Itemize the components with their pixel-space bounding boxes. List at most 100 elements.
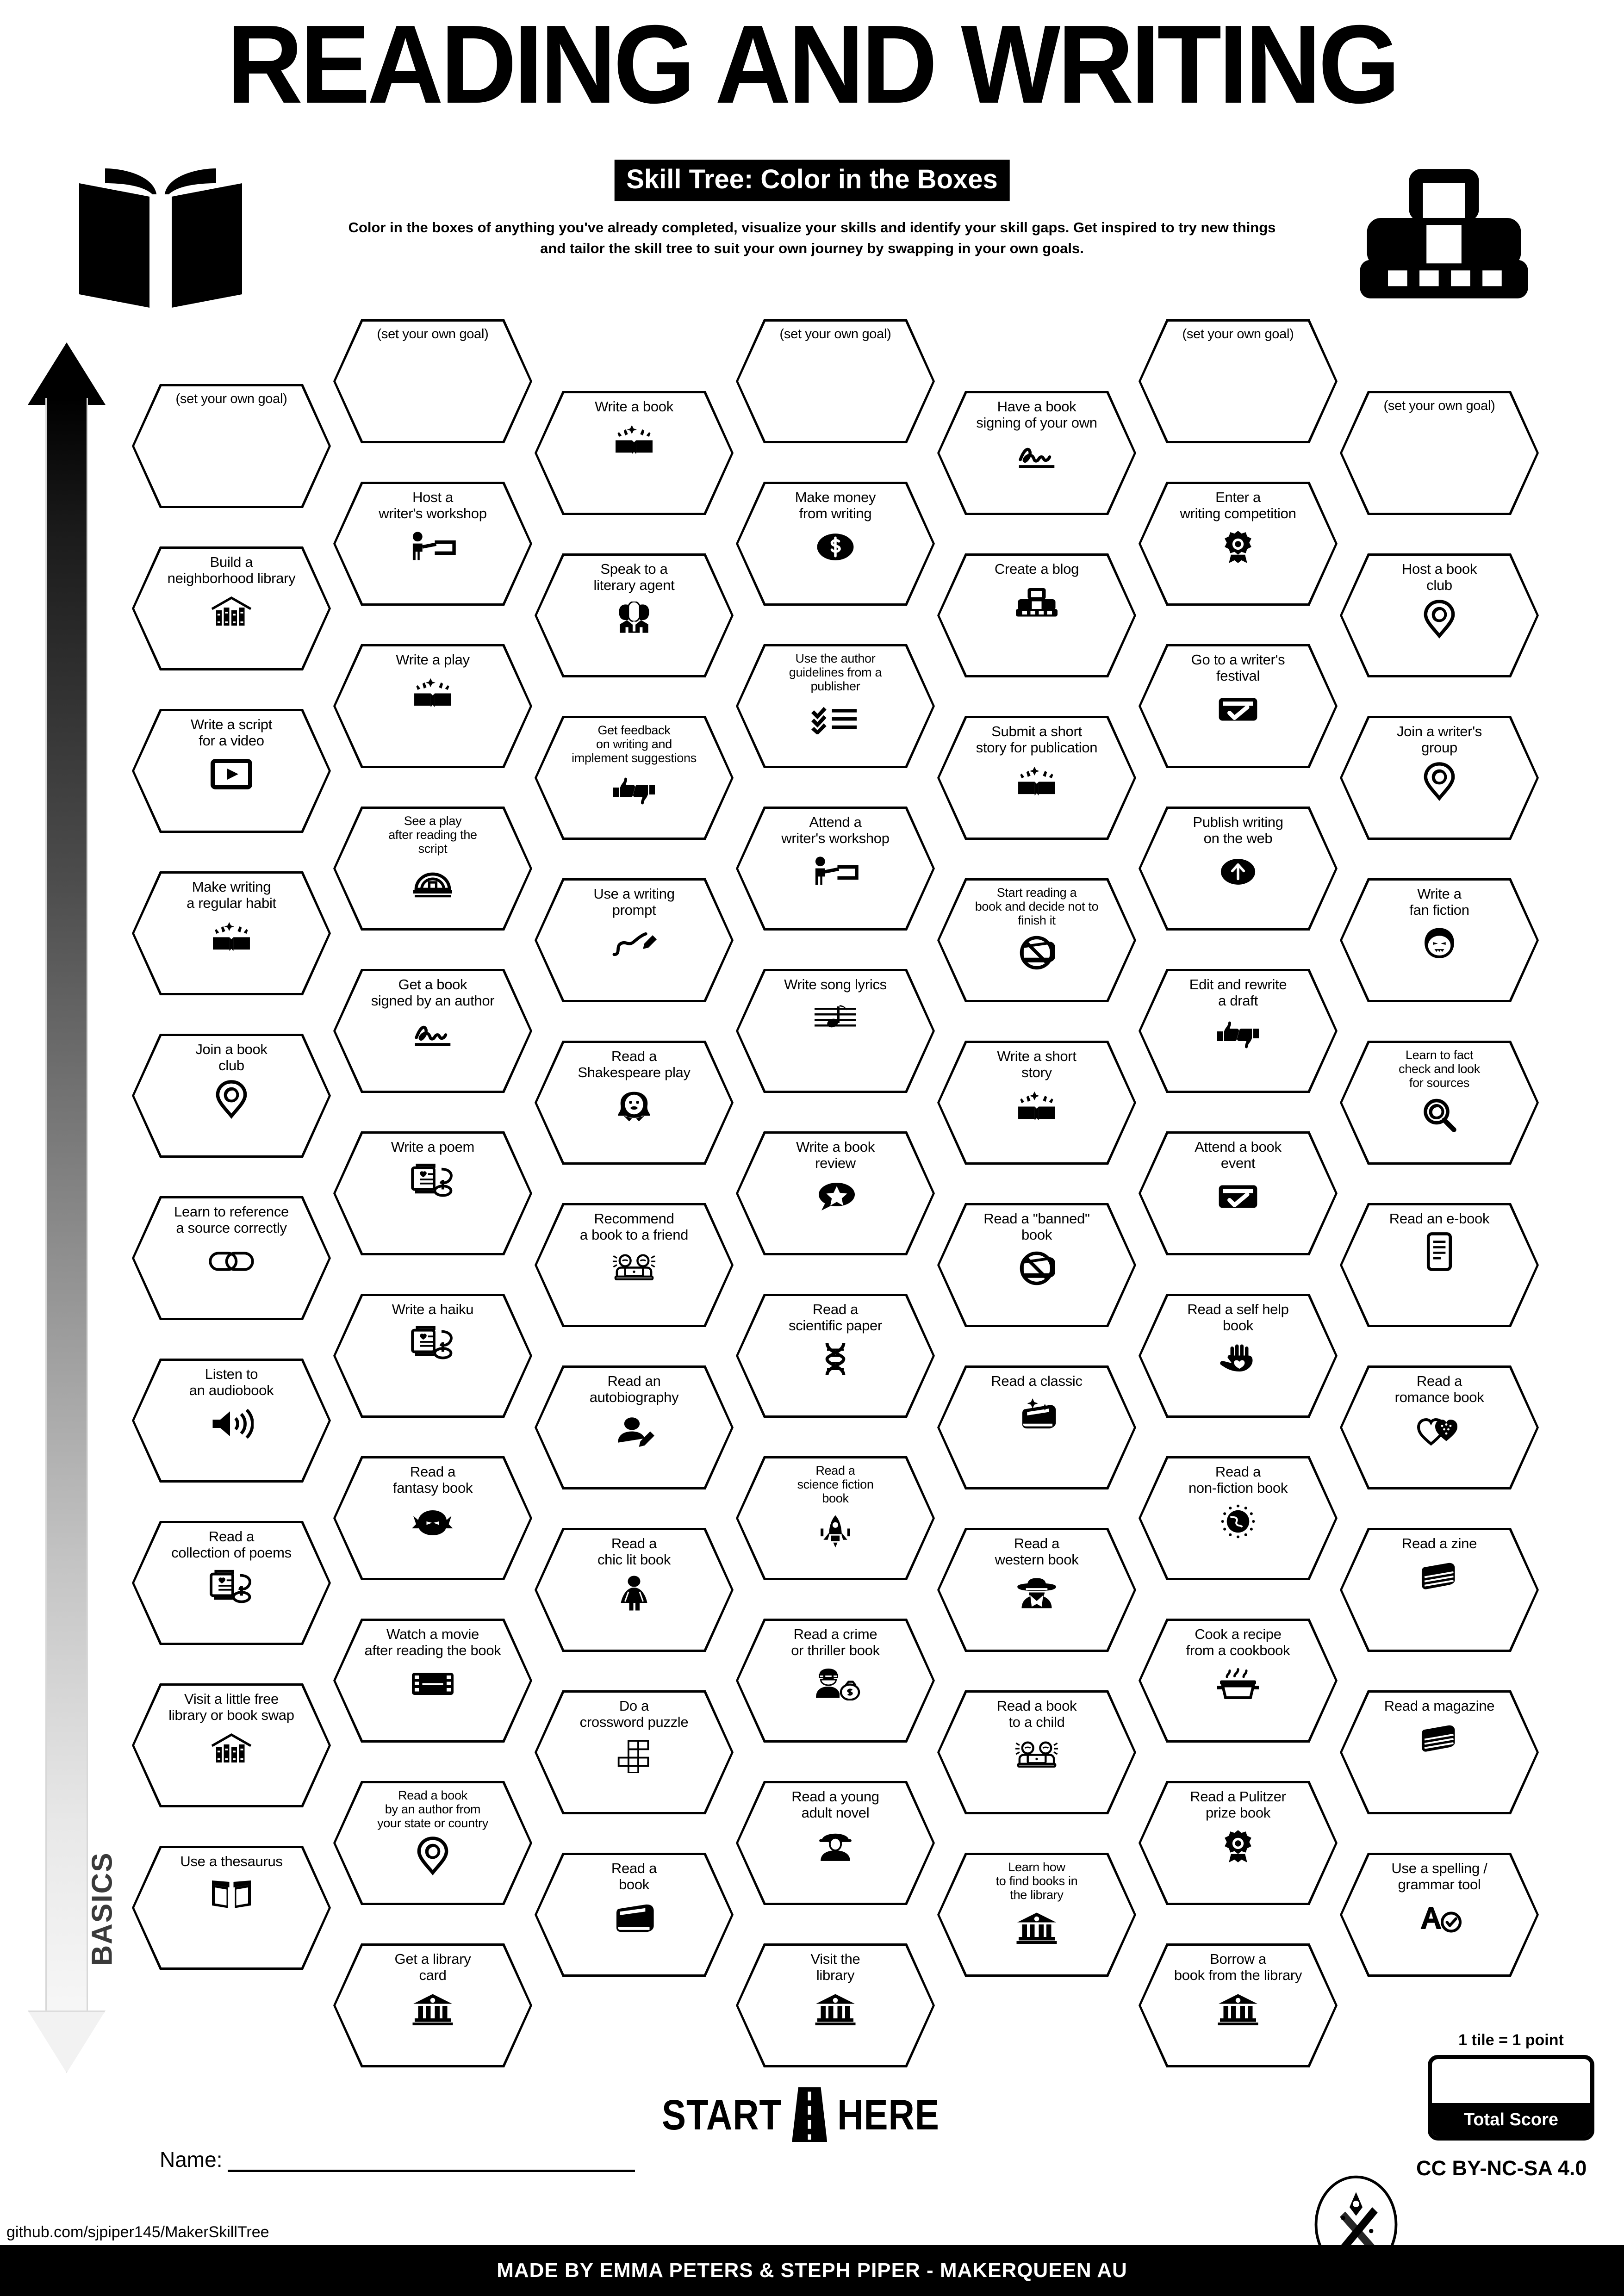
skill-tile[interactable]: (set your own goal)	[1340, 391, 1539, 515]
name-input-rule[interactable]	[228, 2170, 635, 2172]
skill-tile-label: (set your own goal)	[377, 327, 489, 341]
hex-content: Write a short story	[937, 1041, 1136, 1165]
hex-content: Recommend a book to a friend	[535, 1203, 734, 1327]
skill-tile[interactable]: Join a writer's group	[1340, 716, 1539, 840]
hex-content: (set your own goal)	[132, 384, 331, 508]
skill-tile-label: Write song lyrics	[784, 976, 887, 993]
skill-tile-label: (set your own goal)	[1182, 327, 1294, 341]
skill-tile[interactable]: Listen to an audiobook	[132, 1359, 331, 1483]
skill-tile[interactable]: Read a western book	[937, 1528, 1136, 1652]
shakespeare-icon	[609, 1086, 660, 1126]
skill-tile[interactable]: Write song lyrics	[736, 969, 935, 1093]
skill-tile[interactable]: Submit a short story for publication	[937, 716, 1136, 840]
name-field[interactable]: Name:	[160, 2147, 635, 2172]
hex-fill	[1141, 1946, 1335, 2065]
skill-tile[interactable]: Learn how to find books in the library	[937, 1853, 1136, 1977]
skill-tile[interactable]: Read a magazine	[1340, 1690, 1539, 1814]
skill-tile[interactable]: Go to a writer's festival	[1139, 644, 1338, 768]
hex-content: Read a book to a child	[937, 1690, 1136, 1814]
skill-tile[interactable]: Read a collection of poems	[132, 1521, 331, 1645]
skill-tile[interactable]: Write a haiku	[333, 1294, 532, 1418]
skill-tile[interactable]: Read a zine	[1340, 1528, 1539, 1652]
skill-tile[interactable]: Make money from writing	[736, 482, 935, 606]
skill-tile[interactable]: (set your own goal)	[1139, 319, 1338, 443]
skill-tile[interactable]: Publish writing on the web	[1139, 807, 1338, 931]
skill-tile[interactable]: Learn to reference a source correctly	[132, 1196, 331, 1320]
skill-tile[interactable]: Write a short story	[937, 1041, 1136, 1165]
skill-tile[interactable]: Read a classic	[937, 1365, 1136, 1489]
skill-tile[interactable]: Attend a writer's workshop	[736, 807, 935, 931]
skill-tile[interactable]: Join a book club	[132, 1034, 331, 1158]
skill-tile[interactable]: Read an autobiography	[535, 1365, 734, 1489]
skill-tile[interactable]: Host a book club	[1340, 553, 1539, 677]
skill-tile[interactable]: Watch a movie after reading the book	[333, 1619, 532, 1743]
skill-tile[interactable]: (set your own goal)	[736, 319, 935, 443]
hex-fill	[537, 1693, 731, 1812]
skill-tile[interactable]: Get feedback on writing and implement sugg…	[535, 716, 734, 840]
skill-tile[interactable]: Write a book	[535, 391, 734, 515]
skill-tile[interactable]: Write a book review	[736, 1131, 935, 1255]
skill-tile-label: Start reading a book and decide not to fin…	[975, 886, 1099, 928]
skill-tile[interactable]: Learn to fact check and look for sources	[1340, 1041, 1539, 1165]
hex-content: Write a script for a video	[132, 709, 331, 833]
skill-tile[interactable]: Recommend a book to a friend	[535, 1203, 734, 1327]
skill-tile[interactable]: Read a "banned" book	[937, 1203, 1136, 1327]
skill-tile[interactable]: Read a book	[535, 1853, 734, 1977]
skill-tile[interactable]: Borrow a book from the library	[1139, 1943, 1338, 2067]
skill-tile[interactable]: Read a non-fiction book	[1139, 1456, 1338, 1580]
skill-tile[interactable]: Attend a book event	[1139, 1131, 1338, 1255]
skill-tile[interactable]: Speak to a literary agent	[535, 553, 734, 677]
skill-tile[interactable]: Read an e-book	[1340, 1203, 1539, 1327]
skill-tile[interactable]: Read a science fiction book	[736, 1456, 935, 1580]
skill-tile[interactable]: Read a Shakespeare play	[535, 1041, 734, 1165]
skill-tile[interactable]: Start reading a book and decide not to fin…	[937, 878, 1136, 1002]
skill-tile[interactable]: Use a spelling / grammar tool	[1340, 1853, 1539, 1977]
ticket-check-icon	[1213, 1177, 1263, 1216]
skill-tile-label: Learn how to find books in the library	[996, 1860, 1078, 1902]
skill-tile[interactable]: See a play after reading the script	[333, 807, 532, 931]
skill-tile[interactable]: Read a chic lit book	[535, 1528, 734, 1652]
repo-link[interactable]: github.com/sjpiper145/MakerSkillTree	[6, 2223, 269, 2241]
skill-tile[interactable]: Do a crossword puzzle	[535, 1690, 734, 1814]
skill-tile[interactable]: Write a play	[333, 644, 532, 768]
skill-tile[interactable]: Host a writer's workshop	[333, 482, 532, 606]
skill-tile[interactable]: Edit and rewrite a draft	[1139, 969, 1338, 1093]
sparkle-book-icon	[1011, 1394, 1062, 1434]
skill-tile[interactable]: Enter a writing competition	[1139, 482, 1338, 606]
hex-content: Speak to a literary agent	[535, 553, 734, 677]
hex-content: Start reading a book and decide not to fin…	[937, 878, 1136, 1002]
skill-tile[interactable]: Read a romance book	[1340, 1365, 1539, 1489]
skill-tile[interactable]: Read a young adult novel	[736, 1781, 935, 1905]
hex-content: Host a book club	[1340, 553, 1539, 677]
skill-tile[interactable]: Use a thesaurus	[132, 1846, 331, 1970]
skill-tile[interactable]: Build a neighborhood library	[132, 546, 331, 670]
skill-tile[interactable]: Read a book by an author from your state o…	[333, 1781, 532, 1905]
skill-tile[interactable]: Have a book signing of your own	[937, 391, 1136, 515]
skill-tile[interactable]: Read a fantasy book	[333, 1456, 532, 1580]
skill-tile[interactable]: Read a Pulitzer prize book	[1139, 1781, 1338, 1905]
skill-tile[interactable]: Create a blog	[937, 553, 1136, 677]
skill-tile[interactable]: Make writing a regular habit	[132, 871, 331, 995]
skill-tile[interactable]: Visit a little free library or book swap	[132, 1683, 331, 1807]
skill-tile[interactable]: Get a library card	[333, 1943, 532, 2067]
signature-icon	[1011, 436, 1062, 476]
skill-tile-label: Create a blog	[994, 561, 1079, 577]
skill-tile[interactable]: (set your own goal)	[132, 384, 331, 508]
skill-tile[interactable]: Use a writing prompt	[535, 878, 734, 1002]
skill-tile[interactable]: Use the author guidelines from a publisher	[736, 644, 935, 768]
hand-heart-icon	[1213, 1339, 1263, 1379]
skill-tile[interactable]: Cook a recipe from a cookbook	[1139, 1619, 1338, 1743]
skill-tile[interactable]: Read a self help book	[1139, 1294, 1338, 1418]
total-score-input[interactable]: Total Score	[1428, 2055, 1594, 2141]
skill-tile[interactable]: Get a book signed by an author	[333, 969, 532, 1093]
skill-tile[interactable]: Visit the library	[736, 1943, 935, 2067]
hex-content: (set your own goal)	[333, 319, 532, 443]
skill-tile[interactable]: Write a script for a video	[132, 709, 331, 833]
skill-tile[interactable]: Read a book to a child	[937, 1690, 1136, 1814]
skill-tile[interactable]: Read a crime or thriller book	[736, 1619, 935, 1743]
skill-tile[interactable]: Read a scientific paper	[736, 1294, 935, 1418]
skill-tile-label: Speak to a literary agent	[593, 561, 675, 594]
skill-tile[interactable]: Write a poem	[333, 1131, 532, 1255]
skill-tile[interactable]: (set your own goal)	[333, 319, 532, 443]
skill-tile[interactable]: Write a fan fiction	[1340, 878, 1539, 1002]
